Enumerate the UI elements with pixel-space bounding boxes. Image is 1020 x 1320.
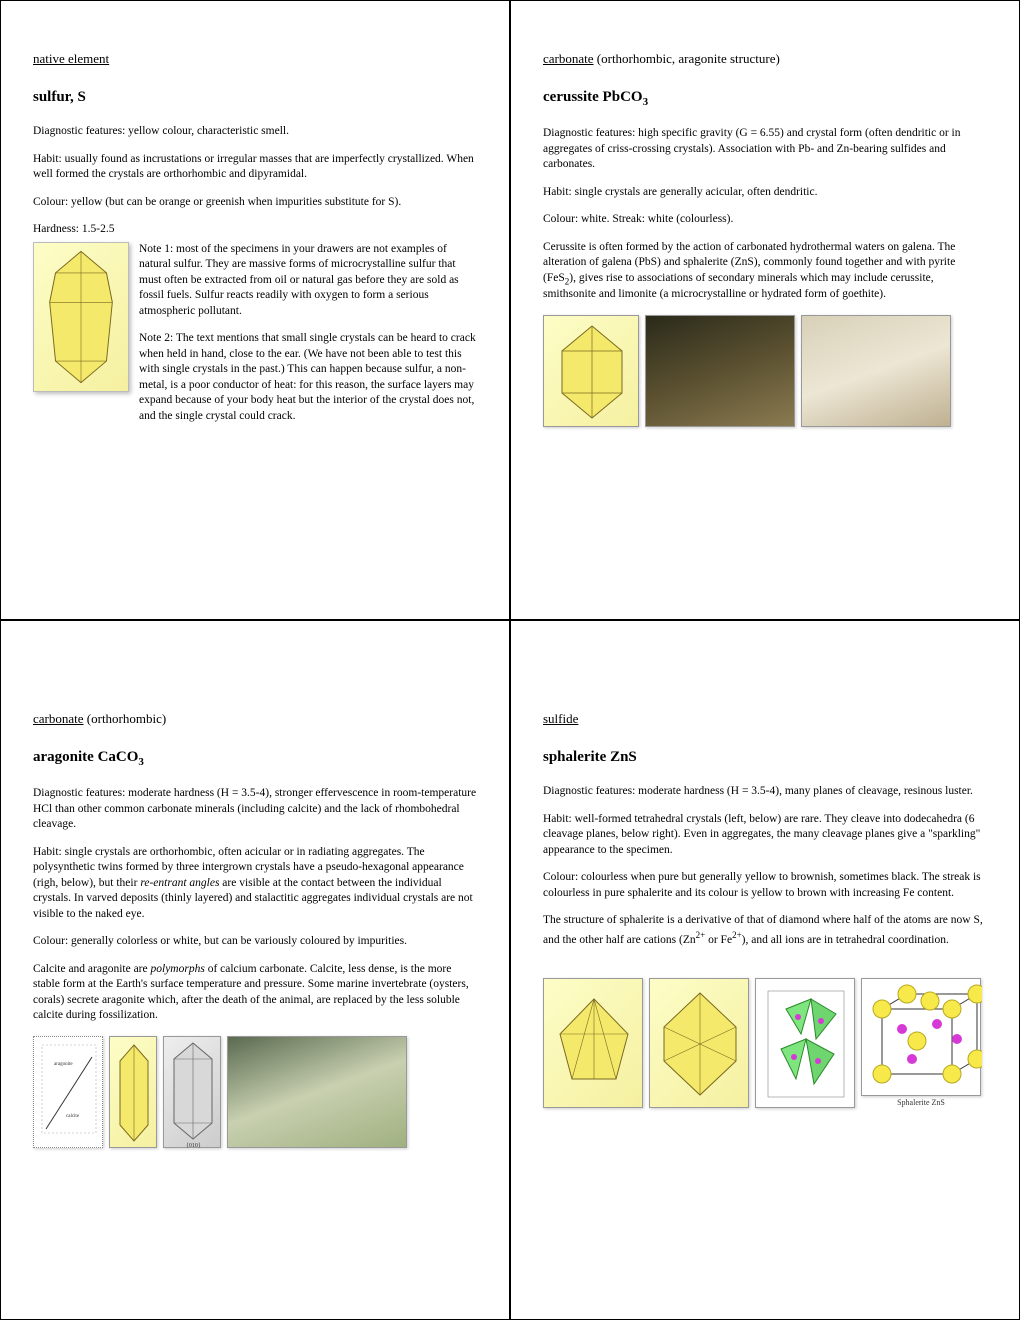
body: Calcite and aragonite are polymorphs of … bbox=[33, 962, 477, 1024]
sphalerite-lattice-wrap: Sphalerite ZnS bbox=[861, 978, 981, 1108]
aragonite-images: aragonite calcite {010} bbox=[33, 1036, 477, 1148]
class-underline: sulfide bbox=[543, 711, 578, 726]
aragonite-crystal-2: {010} bbox=[163, 1036, 221, 1148]
sulfur-crystal-diagram bbox=[33, 242, 129, 392]
diagnostic: Diagnostic features: yellow colour, char… bbox=[33, 124, 477, 140]
class-label: native element bbox=[33, 51, 477, 67]
sulfur-notes: Note 1: most of the specimens in your dr… bbox=[139, 242, 477, 437]
sphalerite-tetrahedra-diagram bbox=[755, 978, 855, 1108]
sphalerite-crystal-2 bbox=[649, 978, 749, 1108]
class-underline: carbonate bbox=[543, 51, 594, 66]
habit: Habit: well-formed tetrahedral crystals … bbox=[543, 812, 987, 859]
class-label: carbonate (orthorhombic) bbox=[33, 711, 477, 727]
mineral-title: cerussite PbCO3 bbox=[543, 89, 987, 108]
class-underline: native element bbox=[33, 51, 109, 66]
cerussite-photo-2 bbox=[801, 315, 951, 427]
crystal-svg-icon: {010} bbox=[164, 1037, 222, 1149]
body: The structure of sphalerite is a derivat… bbox=[543, 913, 987, 948]
class-label: sulfide bbox=[543, 711, 987, 727]
panel-cerussite: carbonate (orthorhombic, aragonite struc… bbox=[510, 0, 1020, 620]
crystal-svg-icon bbox=[544, 316, 640, 428]
class-rest: (orthorhombic, aragonite structure) bbox=[594, 51, 780, 66]
note2: Note 2: The text mentions that small sin… bbox=[139, 331, 477, 424]
class-rest: (orthorhombic) bbox=[84, 711, 167, 726]
panel-aragonite: carbonate (orthorhombic) aragonite CaCO3… bbox=[0, 620, 510, 1320]
crystal-svg-icon bbox=[110, 1037, 158, 1149]
colour: Colour: generally colorless or white, bu… bbox=[33, 934, 477, 950]
lattice-caption: Sphalerite ZnS bbox=[861, 1098, 981, 1107]
diagnostic: Diagnostic features: high specific gravi… bbox=[543, 126, 987, 173]
class-underline: carbonate bbox=[33, 711, 84, 726]
svg-text:calcite: calcite bbox=[66, 1114, 80, 1119]
habit: Habit: single crystals are orthorhombic,… bbox=[33, 845, 477, 923]
diagnostic: Diagnostic features: moderate hardness (… bbox=[33, 786, 477, 833]
sphalerite-lattice-diagram bbox=[861, 978, 981, 1096]
chart-svg-icon: aragonite calcite bbox=[34, 1037, 104, 1149]
sphalerite-images: Sphalerite ZnS bbox=[543, 978, 987, 1108]
crystal-svg-icon bbox=[650, 979, 750, 1109]
svg-text:{010}: {010} bbox=[186, 1143, 201, 1149]
page-grid: native element sulfur, S Diagnostic feat… bbox=[0, 0, 1020, 1320]
mineral-title: aragonite CaCO3 bbox=[33, 749, 477, 768]
tetrahedra-svg-icon bbox=[756, 979, 856, 1109]
colour: Colour: colourless when pure but general… bbox=[543, 870, 987, 901]
cerussite-photo-1 bbox=[645, 315, 795, 427]
note1: Note 1: most of the specimens in your dr… bbox=[139, 242, 477, 320]
panel-sulfur: native element sulfur, S Diagnostic feat… bbox=[0, 0, 510, 620]
crystal-svg-icon bbox=[544, 979, 644, 1109]
mineral-title: sphalerite ZnS bbox=[543, 749, 987, 766]
cerussite-images bbox=[543, 315, 987, 427]
panel-sphalerite: sulfide sphalerite ZnS Diagnostic featur… bbox=[510, 620, 1020, 1320]
aragonite-phase-chart: aragonite calcite bbox=[33, 1036, 103, 1148]
sulfur-float: Note 1: most of the specimens in your dr… bbox=[33, 242, 477, 437]
habit: Habit: single crystals are generally aci… bbox=[543, 185, 987, 201]
class-label: carbonate (orthorhombic, aragonite struc… bbox=[543, 51, 987, 67]
aragonite-crystal-1 bbox=[109, 1036, 157, 1148]
colour: Colour: yellow (but can be orange or gre… bbox=[33, 195, 477, 211]
sphalerite-crystal-1 bbox=[543, 978, 643, 1108]
diagnostic: Diagnostic features: moderate hardness (… bbox=[543, 784, 987, 800]
svg-text:aragonite: aragonite bbox=[54, 1062, 73, 1067]
crystal-svg-icon bbox=[34, 243, 128, 391]
lattice-svg-icon bbox=[862, 979, 982, 1097]
hardness: Hardness: 1.5-2.5 bbox=[33, 222, 477, 238]
aragonite-photo bbox=[227, 1036, 407, 1148]
cerussite-crystal-diagram bbox=[543, 315, 639, 427]
body: Cerussite is often formed by the action … bbox=[543, 240, 987, 303]
habit: Habit: usually found as incrustations or… bbox=[33, 152, 477, 183]
mineral-title: sulfur, S bbox=[33, 89, 477, 106]
colour: Colour: white. Streak: white (colourless… bbox=[543, 212, 987, 228]
